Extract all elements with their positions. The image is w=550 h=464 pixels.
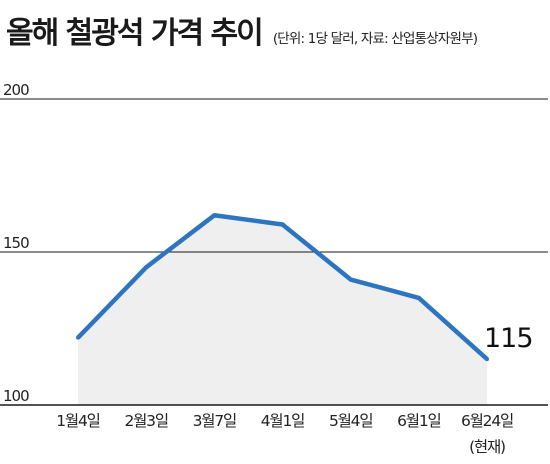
area-layer: [78, 215, 487, 405]
title-row: 올해 철광석 가격 추이 (단위: 1당 달러, 자료: 산업통상자원부): [6, 8, 546, 51]
x-tick-label-6: 6월1일: [397, 412, 440, 430]
data-point-6: [416, 295, 421, 300]
x-tick-note-7: (현재): [469, 438, 505, 456]
x-tick-label-3: 3월7일: [193, 412, 236, 430]
data-point-3: [212, 213, 217, 218]
x-tick-label-2: 2월3일: [124, 412, 167, 430]
data-point-5: [348, 277, 353, 282]
grid-layer: [0, 98, 548, 406]
last-value-label: 115: [484, 323, 533, 354]
line-layer: [76, 213, 489, 362]
data-point-1: [76, 335, 80, 340]
data-point-2: [144, 265, 149, 270]
y-tick-label-200: 200: [3, 81, 29, 99]
chart-title: 올해 철광석 가격 추이: [6, 16, 264, 51]
y-tick-label-150: 150: [3, 234, 29, 252]
y-tick-label-100: 100: [3, 387, 29, 405]
data-point-7: [485, 357, 489, 362]
data-point-4: [280, 222, 285, 227]
x-tick-label-4: 4월1일: [261, 412, 304, 430]
x-tick-label-1: 1월4일: [56, 412, 99, 430]
label-layer: 100 150 200 1월4일 2월3일 3월7일 4월1일 5월4일 6월1일 6월24일 (현…: [3, 81, 534, 456]
x-tick-label-7: 6월24일: [461, 412, 513, 430]
area-fill: [78, 215, 487, 405]
unit-source-note: (단위: 1당 달러, 자료: 산업통상자원부): [272, 31, 478, 47]
x-tick-label-5: 5월4일: [329, 412, 372, 430]
